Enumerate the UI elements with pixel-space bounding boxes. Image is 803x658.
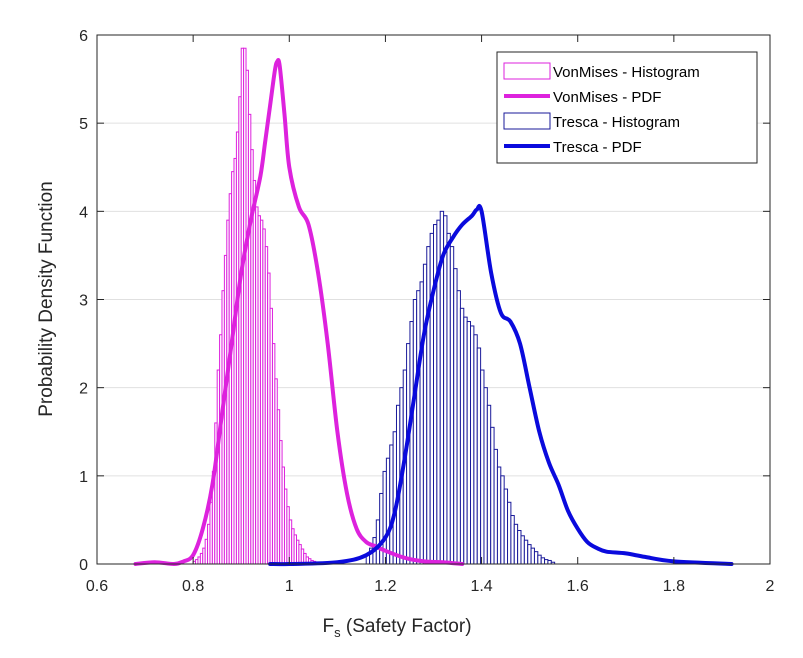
- y-tick-label: 1: [79, 469, 88, 486]
- tresca-histogram-bar: [496, 466, 502, 565]
- x-tick-label: 1.8: [663, 578, 685, 595]
- tresca-histogram-bar: [422, 263, 428, 565]
- x-tick-label: 1.2: [374, 578, 396, 595]
- tresca-histogram-bar: [476, 347, 482, 565]
- tresca-histogram-bar: [385, 457, 391, 565]
- tresca-histogram-bar: [523, 539, 529, 565]
- tresca-histogram-bar: [500, 475, 505, 565]
- tresca-histogram-bar: [412, 299, 418, 565]
- legend-label: VonMises - Histogram: [553, 64, 700, 81]
- tresca-histogram-bar: [466, 321, 472, 565]
- y-axis-label: Probability Density Function: [36, 181, 57, 417]
- tresca-histogram-bar: [527, 544, 532, 565]
- legend-label: VonMises - PDF: [553, 89, 661, 106]
- tresca-histogram-bar: [426, 246, 431, 565]
- x-tick-label: 0.8: [182, 578, 204, 595]
- legend-swatch-tresca-histogram: [503, 112, 551, 130]
- y-tick-label: 3: [79, 293, 88, 310]
- y-tick-label: 5: [79, 116, 88, 133]
- vonmises-pdf-line: [133, 58, 465, 566]
- tresca-histogram-bar: [486, 404, 492, 565]
- legend-label: Tresca - PDF: [553, 139, 642, 156]
- tresca-histogram-bar: [483, 387, 488, 565]
- x-tick-label: 1.4: [470, 578, 492, 595]
- tresca-histogram-bar: [537, 554, 542, 565]
- x-tick-label: 1: [285, 578, 294, 595]
- tresca-histogram-bar: [507, 501, 512, 565]
- y-tick-label: 0: [79, 557, 88, 574]
- tresca-histogram-bar: [473, 334, 478, 565]
- tresca-histogram-bar: [446, 232, 451, 565]
- tresca-histogram-bar: [503, 488, 509, 565]
- x-tick-label: 2: [766, 578, 775, 595]
- legend-swatch-vonmises-histogram: [503, 62, 551, 80]
- y-tick-label: 4: [79, 204, 88, 221]
- tresca-histogram-bar: [456, 290, 461, 565]
- tresca-histogram-bar: [533, 551, 539, 565]
- axis-ticks: 0 1 2 3 4 5 6 0.6 0.8 1 1.2 1.4 1.6 1.8 2: [79, 28, 774, 595]
- pdf-curves: [133, 58, 734, 567]
- tresca-histogram-bar: [540, 557, 546, 565]
- tresca-histogram-bar: [517, 529, 522, 565]
- tresca-histogram-bar: [470, 325, 475, 565]
- tresca-histogram-bar: [490, 426, 495, 565]
- tresca-histogram-bar: [379, 492, 384, 565]
- tresca-histogram-bar: [449, 246, 455, 565]
- tresca-histogram-bar: [547, 559, 552, 565]
- tresca-histogram-bar: [375, 519, 381, 565]
- tresca-pdf-line: [268, 203, 734, 567]
- y-tick-label: 6: [79, 28, 88, 45]
- tresca-histogram-bar: [510, 515, 515, 565]
- x-axis-label: Fs (Safety Factor): [322, 616, 471, 640]
- tresca-histogram-bar: [544, 559, 549, 565]
- tresca-histogram-bar: [463, 316, 468, 565]
- x-tick-label: 1.6: [567, 578, 589, 595]
- tresca-histogram-bar: [530, 547, 535, 565]
- y-tick-label: 2: [79, 381, 88, 398]
- tresca-histogram-bar: [453, 268, 458, 565]
- legend: VonMises - Histogram VonMises - PDF Tresca…: [496, 51, 758, 164]
- x-axis-label-rest: (Safety Factor): [341, 616, 472, 637]
- x-axis-label-main: F: [322, 616, 334, 637]
- x-tick-label: 0.6: [86, 578, 108, 595]
- tresca-histogram-bar: [513, 523, 519, 565]
- tresca-histogram-bar: [389, 444, 394, 565]
- tresca-histogram-bar: [409, 321, 414, 565]
- legend-label: Tresca - Histogram: [553, 114, 680, 131]
- tresca-histogram-bar: [429, 232, 435, 565]
- tresca-histogram-bar: [493, 448, 498, 565]
- tresca-histogram-bar: [443, 215, 448, 565]
- x-axis-label-sub: s: [334, 625, 341, 640]
- tresca-histogram-bar: [419, 281, 424, 565]
- tresca-histogram-bar: [416, 290, 421, 565]
- tresca-histogram-bar: [520, 535, 525, 565]
- tresca-histogram-bar: [459, 307, 465, 565]
- tresca-histogram-bar: [480, 369, 485, 565]
